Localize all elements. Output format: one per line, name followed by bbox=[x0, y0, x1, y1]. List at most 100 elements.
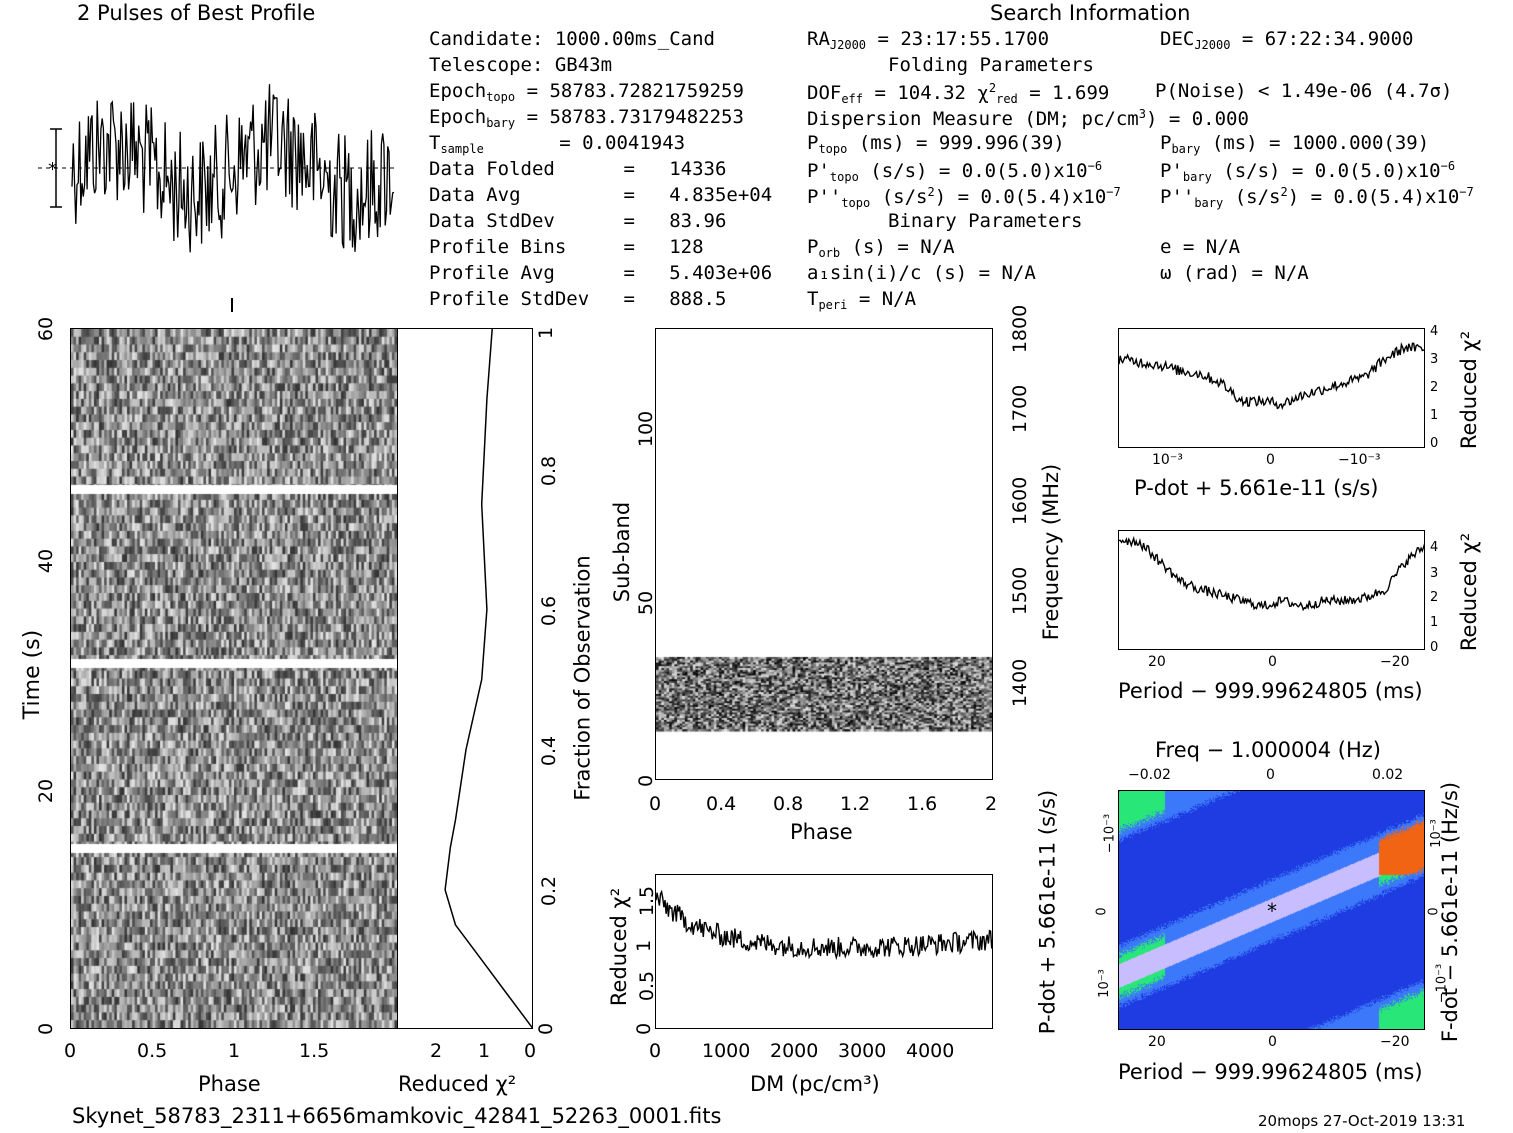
sb-tick-0: 0 bbox=[635, 774, 658, 788]
binary-header: Binary Parameters bbox=[888, 210, 1083, 232]
p-topo-value: (ms) = 999.996(39) bbox=[858, 132, 1065, 154]
pd-bary: P'bary (s/s) = 0.0(5.0)x10−6 bbox=[1160, 159, 1456, 184]
a1sini: a₁sin(i)/c (s) = N/A bbox=[807, 262, 1036, 284]
frac-tick-08: 0.8 bbox=[538, 455, 561, 487]
pd-topo: P'topo (s/s) = 0.0(5.0)x10−6 bbox=[807, 159, 1103, 184]
time-axis-label: Time (s) bbox=[20, 629, 46, 720]
pdotx-tick-pos: −10⁻³ bbox=[1338, 452, 1381, 468]
best-candidate-marker: * bbox=[1267, 899, 1277, 923]
period-axis-label-1: Period − 999.99624805 (ms) bbox=[1118, 679, 1423, 703]
pdotx-tick-0: 0 bbox=[1266, 452, 1275, 468]
time-tick-20: 20 bbox=[35, 778, 58, 804]
phase-axis-label-2: Phase bbox=[790, 820, 853, 844]
porb-value: (s) = N/A bbox=[851, 236, 955, 258]
dm-axis-label: DM (pc/cm³) bbox=[750, 1072, 880, 1096]
reduced-chi2-label-dm: Reduced χ² bbox=[607, 887, 632, 1007]
chi2-fraction-line bbox=[444, 329, 532, 1028]
tperi-value: = N/A bbox=[858, 288, 917, 310]
frac-tick-0: 0 bbox=[535, 1022, 558, 1036]
pdd-bary-value: ) = 0.0(5.4)x10 bbox=[1287, 186, 1460, 208]
dmchi-tick-15: 1.5 bbox=[636, 885, 659, 917]
tperi: Tperi = N/A bbox=[807, 288, 917, 312]
reduced-chi2-label-period: Reduced χ² bbox=[1457, 532, 1482, 652]
pulse-profile-chart: * bbox=[38, 84, 395, 312]
phase2-tick-08: 0.8 bbox=[773, 793, 804, 815]
frac-tick-06: 0.6 bbox=[538, 595, 561, 627]
epoch-topo-value: = 58783.72821759259 bbox=[526, 80, 744, 102]
phase-tick-15: 1.5 bbox=[299, 1040, 330, 1062]
dm-value: ) = 0.000 bbox=[1145, 108, 1249, 130]
dm-measure: Dispersion Measure (DM; pc/cm3) = 0.000 bbox=[807, 107, 1249, 130]
pdd-bary: P''bary (s/s2) = 0.0(5.4)x10−7 bbox=[1160, 185, 1474, 210]
pdotleft-tick-0: 0 bbox=[1094, 907, 1110, 916]
candidate: Candidate: 1000.00ms_Cand bbox=[429, 28, 715, 50]
fraction-axis-label: Fraction of Observation bbox=[570, 555, 595, 801]
reduced-chi2-label-pdot: Reduced χ² bbox=[1457, 330, 1482, 450]
fdot-tick-pos: 10⁻³ bbox=[1428, 819, 1444, 848]
pdotleft-tick-neg: −10⁻³ bbox=[1102, 813, 1118, 854]
ra-value: = 23:17:55.1700 bbox=[877, 28, 1050, 50]
time-phase-canvas bbox=[71, 329, 397, 1028]
perchi-tick-2: 2 bbox=[1430, 590, 1439, 605]
perchi-tick-4: 4 bbox=[1430, 540, 1439, 555]
time-tick-40: 40 bbox=[35, 548, 58, 574]
ppdot-canvas bbox=[1119, 791, 1424, 1029]
sb-tick-100: 100 bbox=[635, 410, 658, 448]
pp-x-tick-0: 0 bbox=[1268, 1034, 1277, 1050]
freq-tick-1700: 1700 bbox=[1009, 384, 1032, 434]
pdotchi-tick-4: 4 bbox=[1430, 324, 1439, 339]
frac-tick-02: 0.2 bbox=[538, 875, 561, 907]
pp-x-tick-20: 20 bbox=[1148, 1034, 1166, 1050]
pd-bary-value: (s/s) = 0.0(5.0)x10 bbox=[1223, 160, 1441, 182]
pdotx-tick-neg: 10⁻³ bbox=[1152, 452, 1183, 468]
phase2-tick-12: 1.2 bbox=[840, 793, 871, 815]
dm-tick-3000: 3000 bbox=[838, 1040, 887, 1062]
fdot-tick-neg: −10⁻³ bbox=[1434, 963, 1450, 1004]
phase-tick-1: 1 bbox=[228, 1040, 241, 1062]
pdd-topo: P''topo (s/s2) = 0.0(5.4)x10−7 bbox=[807, 185, 1121, 210]
periodx-tick-neg20: −20 bbox=[1380, 654, 1410, 670]
epoch-bary: Epochbary = 58783.73179482253 bbox=[429, 106, 744, 130]
time-tick-60: 60 bbox=[35, 316, 58, 342]
omega: ω (rad) = N/A bbox=[1160, 262, 1309, 284]
dm-label: Dispersion Measure (DM; pc/cm bbox=[807, 108, 1139, 130]
dm-tick-1000: 1000 bbox=[702, 1040, 751, 1062]
freqtop-tick-neg: −0.02 bbox=[1128, 767, 1171, 783]
pdd-topo-value: ) = 0.0(5.4)x10 bbox=[934, 186, 1107, 208]
tsample-value: = 0.0041943 bbox=[559, 132, 686, 154]
profile-series-line bbox=[71, 84, 395, 253]
dof-value: = 104.32 bbox=[874, 82, 966, 104]
pnoise: P(Noise) < 1.49e-06 (4.7σ) bbox=[1155, 80, 1453, 102]
phase-axis-label-1: Phase bbox=[198, 1072, 261, 1096]
pdotchi-tick-2: 2 bbox=[1430, 380, 1439, 395]
tsample: Tsample = 0.0041943 bbox=[429, 132, 686, 156]
phase2-tick-16: 1.6 bbox=[907, 793, 938, 815]
subband-canvas bbox=[656, 329, 992, 779]
pdot-axis-label: P-dot + 5.661e-11 (s/s) bbox=[1134, 476, 1379, 500]
data-avg: Data Avg = 4.835e+04 bbox=[429, 184, 773, 206]
telescope: Telescope: GB43m bbox=[429, 54, 613, 76]
chi2x-tick-0: 0 bbox=[524, 1040, 537, 1062]
time-phase-heatmap bbox=[70, 328, 398, 1029]
freq-tick-1600: 1600 bbox=[1009, 476, 1032, 526]
p-topo: Ptopo (ms) = 999.996(39) bbox=[807, 132, 1065, 156]
chi2-fraction-chart bbox=[397, 328, 533, 1029]
phase2-tick-04: 0.4 bbox=[706, 793, 737, 815]
dm-chi2-chart bbox=[655, 874, 993, 1029]
footer-timestamp: 20mops 27-Oct-2019 13:31 bbox=[1258, 1112, 1466, 1130]
dec: DECJ2000 = 67:22:34.9000 bbox=[1160, 28, 1414, 52]
dm-chi2-line bbox=[656, 889, 992, 961]
periodx-tick-0: 0 bbox=[1268, 654, 1277, 670]
profile-bins: Profile Bins = 128 bbox=[429, 236, 704, 258]
profile-avg: Profile Avg = 5.403e+06 bbox=[429, 262, 773, 284]
dm-tick-2000: 2000 bbox=[770, 1040, 819, 1062]
frac-tick-1: 1 bbox=[535, 326, 558, 340]
frequency-axis-label: Frequency (MHz) bbox=[1039, 463, 1064, 641]
pdot-chi2-chart bbox=[1118, 328, 1425, 448]
pdotchi-tick-0: 0 bbox=[1430, 436, 1439, 451]
pdotchi-tick-1: 1 bbox=[1430, 408, 1439, 423]
data-stddev: Data StdDev = 83.96 bbox=[429, 210, 727, 232]
freq-tick-1800: 1800 bbox=[1009, 304, 1032, 354]
subband-axis-label: Sub-band bbox=[610, 501, 635, 603]
chi2x-tick-1: 1 bbox=[478, 1040, 491, 1062]
